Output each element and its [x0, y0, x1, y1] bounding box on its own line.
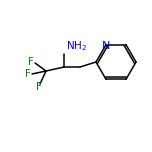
Text: N: N	[102, 41, 110, 51]
Text: F: F	[36, 82, 42, 92]
Text: NH$_2$: NH$_2$	[66, 39, 87, 53]
Text: F: F	[28, 57, 34, 67]
Text: F: F	[25, 69, 31, 79]
